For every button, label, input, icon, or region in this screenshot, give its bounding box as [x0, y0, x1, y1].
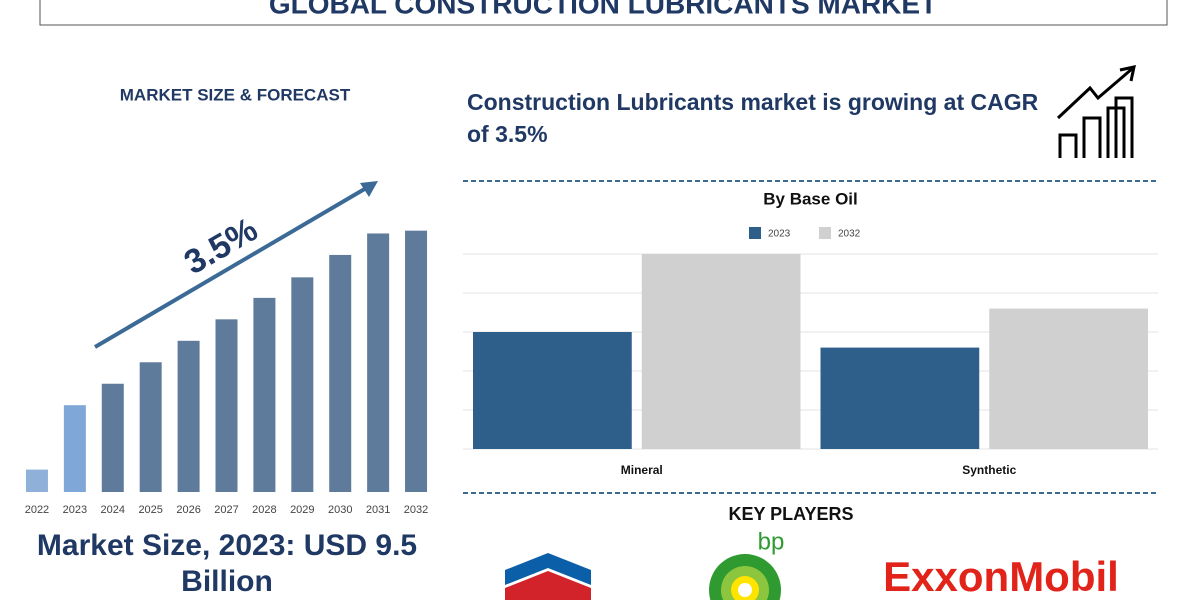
bar: [253, 297, 276, 492]
bar: [215, 319, 238, 492]
x-tick-label: 2023: [63, 504, 87, 516]
x-tick-label: 2032: [404, 504, 428, 516]
x-tick-label: 2026: [176, 504, 200, 516]
bp-logo-text: bp: [758, 528, 785, 555]
bar: [329, 254, 352, 492]
x-tick-label: 2027: [214, 504, 238, 516]
legend-swatch: [749, 227, 761, 239]
bar: [820, 347, 980, 449]
x-tick-label: 2022: [25, 504, 49, 516]
x-tick-label: Synthetic: [962, 463, 1016, 477]
key-players-title: KEY PLAYERS: [728, 504, 853, 524]
chevron-logo: [505, 553, 591, 600]
growth-icon: [1056, 65, 1136, 158]
x-tick-label: 2025: [138, 504, 162, 516]
bar: [989, 308, 1148, 449]
bar: [177, 340, 200, 492]
exxonmobil-logo: ExxonMobil: [883, 553, 1119, 600]
legend-label: 2032: [838, 229, 861, 240]
bar: [405, 230, 428, 492]
x-tick-label: 2029: [290, 504, 314, 516]
legend-swatch: [819, 227, 831, 239]
bar: [473, 332, 632, 449]
bar: [101, 383, 124, 492]
x-tick-label: 2028: [252, 504, 276, 516]
headline: Construction Lubricants market is growin…: [467, 89, 1039, 147]
x-tick-label: 2031: [366, 504, 390, 516]
title-box: [39, 0, 1168, 26]
x-tick-label: 2030: [328, 504, 352, 516]
legend-label: 2023: [768, 229, 791, 240]
x-tick-label: 2024: [101, 504, 125, 516]
section-heading: MARKET SIZE & FORECAST: [120, 85, 351, 104]
bar: [641, 254, 801, 449]
page-title: GLOBAL CONSTRUCTION LUBRICANTS MARKET: [269, 0, 937, 19]
bar: [291, 277, 314, 492]
bp-sunflower: [709, 554, 781, 600]
bar: [139, 362, 162, 492]
bar: [367, 233, 390, 492]
x-tick-label: Mineral: [621, 463, 663, 477]
bar: [25, 469, 48, 492]
market-size: Market Size, 2023: USD 9.5 Billion: [36, 529, 418, 598]
chart-title: By Base Oil: [763, 189, 858, 208]
growth-arrow: [93, 185, 370, 349]
arrow-head: [360, 181, 378, 197]
bar: [63, 405, 86, 492]
